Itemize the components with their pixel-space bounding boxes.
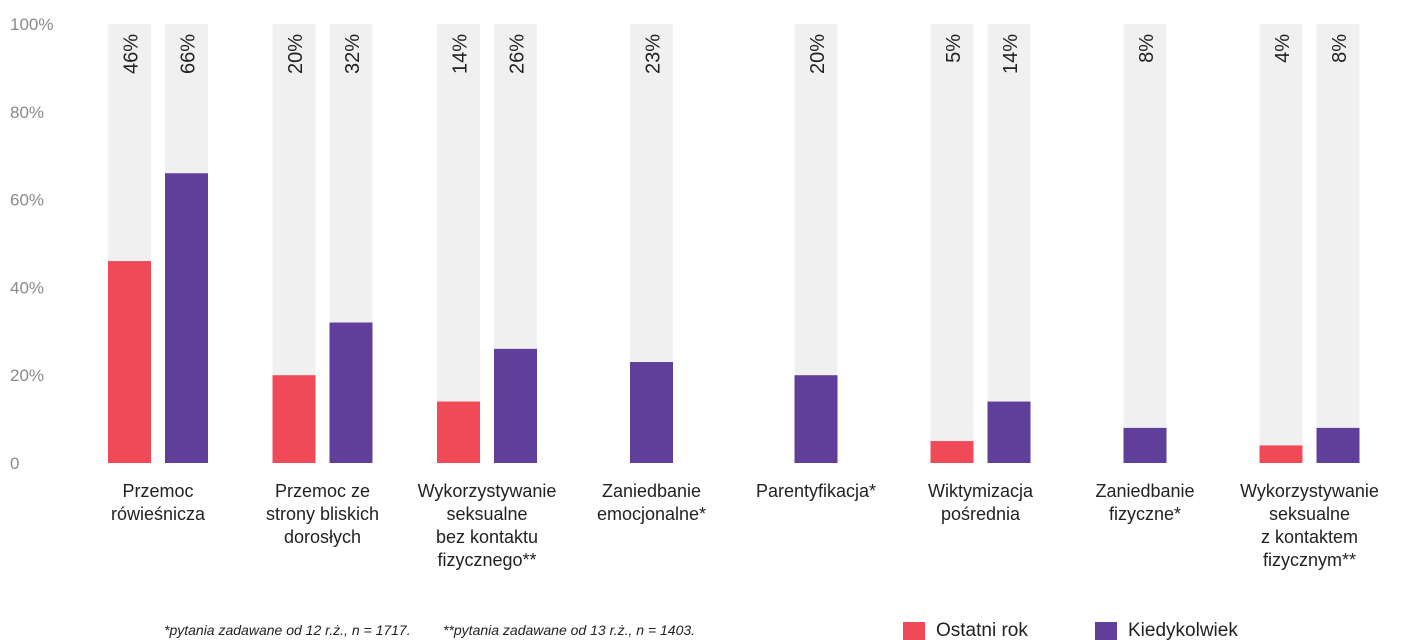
bar-background — [1316, 24, 1360, 463]
bar — [987, 401, 1031, 463]
bar — [272, 375, 316, 463]
value-label: 14% — [1000, 34, 1022, 74]
bar-background — [930, 24, 974, 463]
bar — [1123, 427, 1167, 463]
x-tick-label: Przemoc rówieśnicza — [110, 481, 206, 524]
legend-label: Ostatni rok — [936, 620, 1028, 640]
y-tick-label: 0 — [10, 454, 19, 473]
y-tick-label: 80% — [10, 103, 44, 122]
footnote: **pytania zadawane od 13 r.ż., n = 1403. — [443, 622, 696, 638]
value-label: 20% — [807, 34, 829, 74]
value-label: 8% — [1136, 34, 1158, 63]
value-label: 46% — [121, 34, 143, 74]
value-label: 5% — [943, 34, 965, 63]
bar — [165, 173, 208, 463]
bar-background — [1123, 24, 1167, 463]
footnote: *pytania zadawane od 12 r.ż., n = 1717. — [164, 622, 411, 638]
y-tick-label: 40% — [10, 278, 44, 297]
value-label: 26% — [507, 34, 529, 74]
value-label: 23% — [643, 34, 665, 74]
bar — [108, 261, 151, 463]
x-tick-label: Zaniedbanie emocjonalne* — [596, 481, 707, 524]
x-tick-label: Przemoc ze strony bliskich dorosłych — [265, 481, 380, 547]
bar — [930, 441, 974, 463]
bar — [1316, 427, 1360, 463]
x-tick-label: Wykorzystywanie seksualne z kontaktem fi… — [1240, 481, 1379, 570]
x-tick-label: Wykorzystywanie seksualne bez kontaktu f… — [417, 481, 557, 570]
y-tick-label: 20% — [10, 366, 44, 385]
y-tick-label: 100% — [10, 15, 53, 34]
value-label: 4% — [1272, 34, 1294, 63]
value-label: 20% — [285, 34, 307, 74]
value-label: 32% — [342, 34, 364, 74]
y-tick-label: 60% — [10, 191, 44, 210]
bar — [437, 401, 480, 463]
legend-label: Kiedykolwiek — [1128, 620, 1238, 640]
bar-background — [987, 24, 1031, 463]
x-tick-label: Parentyfikacja* — [755, 481, 877, 501]
value-label: 14% — [450, 34, 472, 74]
bar — [794, 375, 838, 463]
bar — [630, 362, 673, 463]
legend-swatch — [1095, 622, 1117, 640]
bar — [329, 322, 373, 463]
value-label: 66% — [178, 34, 200, 74]
x-tick-label: Zaniedbanie fizyczne* — [1095, 481, 1195, 524]
bar — [494, 348, 537, 463]
bar-background — [1259, 24, 1303, 463]
x-tick-label: Wiktymizacja pośrednia — [927, 481, 1033, 524]
legend-swatch — [903, 622, 925, 640]
value-label: 8% — [1329, 34, 1351, 63]
bar — [1259, 445, 1303, 463]
bar-background — [437, 24, 480, 463]
